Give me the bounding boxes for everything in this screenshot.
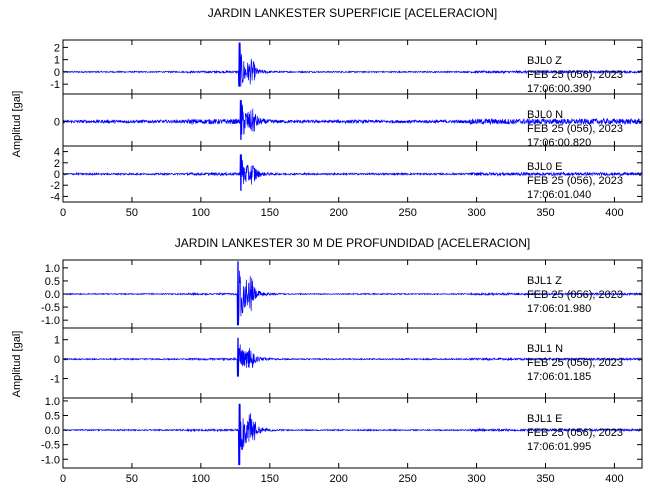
station-label: BJL1 E: [527, 413, 562, 425]
x-tick-label: 50: [126, 207, 138, 219]
station-label: BJL1 Z: [527, 275, 562, 287]
y-tick-label: 0: [54, 117, 60, 129]
y-tick-label: -1: [50, 79, 60, 91]
x-tick-label: 150: [261, 473, 279, 485]
x-tick-label: 400: [605, 473, 623, 485]
y-axis-label: Amplitud [gal]: [11, 331, 23, 398]
date-label: FEB 25 (056), 2023: [527, 289, 623, 301]
waveform-line: [62, 154, 643, 191]
time-label: 17:06:01.040: [527, 189, 591, 201]
x-tick-label: 400: [605, 207, 623, 219]
date-label: FEB 25 (056), 2023: [527, 427, 623, 439]
waveform-line: [62, 403, 643, 466]
y-tick-label: -2: [50, 180, 60, 192]
waveform-line: [63, 337, 643, 377]
trace-bjl1-n: -1 0 1 BJL1 N FEB 25 (056), 2023 17:06:01.185: [50, 327, 643, 399]
chart-title: JARDIN LANKESTER SUPERFICIE [ACELERACION…: [208, 6, 497, 20]
x-tick-label: 250: [398, 473, 416, 485]
y-tick-label: -1.0: [41, 315, 60, 327]
y-tick-label: 0.0: [45, 425, 60, 437]
trace-bjl1-e: -1.0 -0.5 0.0 0.5 1.0 BJL1 E FEB 25 (056), 202…: [41, 396, 643, 469]
x-tick-label: 350: [536, 207, 554, 219]
y-tick-label: 0: [54, 169, 60, 181]
y-tick-label: 0: [54, 354, 60, 366]
x-tick-label: 300: [467, 207, 485, 219]
time-label: 17:06:01.980: [527, 303, 591, 315]
y-tick-label: 1: [54, 335, 60, 347]
chart-title: JARDIN LANKESTER 30 M DE PROFUNDIDAD [AC…: [175, 236, 530, 250]
y-tick-label: -4: [50, 191, 60, 203]
time-label: 17:06:00.390: [527, 83, 591, 95]
y-tick-label: 1.0: [45, 396, 60, 408]
y-tick-label: 2: [54, 42, 60, 54]
x-tick-label: 0: [60, 473, 66, 485]
x-tick-label: 100: [192, 207, 210, 219]
y-axis-label: Amplitud [gal]: [11, 91, 23, 158]
y-tick-label: 1: [54, 55, 60, 67]
x-tick-label: 200: [330, 473, 348, 485]
y-tick-label: 2: [54, 158, 60, 170]
x-tick-label: 150: [261, 207, 279, 219]
waveform-line: [62, 100, 643, 140]
x-tick-label: 350: [536, 473, 554, 485]
date-label: FEB 25 (056), 2023: [527, 357, 623, 369]
time-label: 17:06:01.185: [527, 371, 591, 383]
panel-1: JARDIN LANKESTER SUPERFICIE [ACELERACION…: [11, 6, 643, 219]
date-label: FEB 25 (056), 2023: [527, 123, 623, 135]
x-tick-label: 200: [330, 207, 348, 219]
time-label: 17:06:01.995: [527, 441, 591, 453]
station-label: BJL0 E: [527, 161, 562, 173]
waveform-line: [62, 42, 643, 87]
x-tick-label: 250: [398, 207, 416, 219]
y-tick-label: 0.5: [45, 411, 60, 423]
y-tick-label: -0.5: [41, 302, 60, 314]
time-label: 17:06:00.820: [527, 137, 591, 149]
trace-bjl1-z: -1.0-0.50.00.51.0 BJL1 Z FEB 25 (056), 202…: [41, 259, 643, 329]
y-tick-label: 0.0: [45, 289, 60, 301]
y-tick-label: 1.0: [45, 263, 60, 275]
y-tick-label: -0.5: [41, 440, 60, 452]
y-tick-label: -1.0: [41, 454, 60, 466]
plot-frame: [62, 397, 643, 469]
panel-2: JARDIN LANKESTER 30 M DE PROFUNDIDAD [AC…: [11, 236, 643, 485]
x-tick-label: 300: [467, 473, 485, 485]
station-label: BJL1 N: [527, 343, 563, 355]
x-tick-label: 50: [126, 473, 138, 485]
y-tick-label: 4: [54, 147, 60, 159]
station-label: BJL0 Z: [527, 55, 562, 67]
trace-bjl0-n: 0 BJL0 N FEB 25 (056), 2023 17:06:00.820: [54, 93, 643, 149]
date-label: FEB 25 (056), 2023: [527, 175, 623, 187]
y-tick-label: 0.5: [45, 276, 60, 288]
y-tick-label: 0: [54, 67, 60, 79]
x-tick-label: 0: [60, 207, 66, 219]
station-label: BJL0 N: [527, 109, 563, 121]
x-tick-label: 100: [192, 473, 210, 485]
waveform-line: [62, 261, 643, 326]
date-label: FEB 25 (056), 2023: [527, 69, 623, 81]
y-tick-label: -1: [50, 374, 60, 386]
